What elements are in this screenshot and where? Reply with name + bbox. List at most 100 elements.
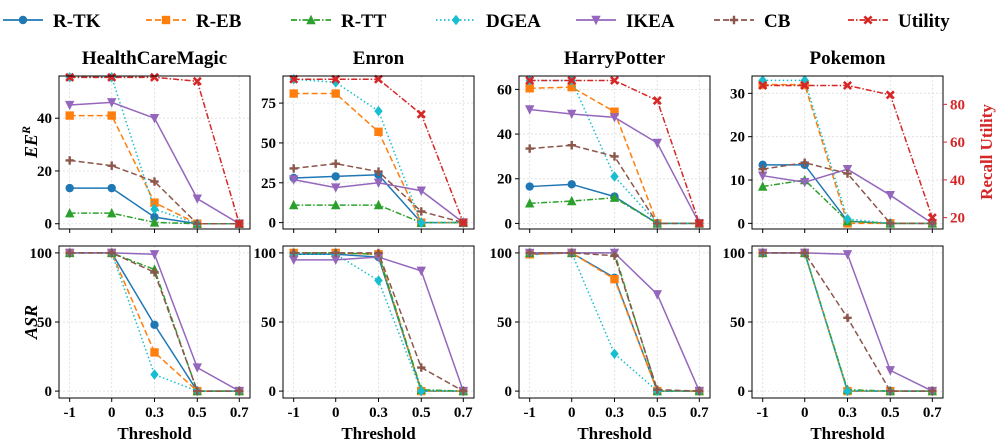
legend-label: IKEA	[626, 11, 675, 32]
data-point	[65, 156, 74, 165]
legend-item-r-eb: R-EB	[146, 11, 242, 32]
axis-labels: EER ASR Recall Utility	[19, 104, 996, 340]
data-point	[416, 186, 426, 196]
legend-item-dgea: DGEA	[436, 11, 541, 32]
data-point	[331, 74, 341, 84]
series-cb	[758, 158, 937, 228]
data-point	[800, 75, 809, 86]
x-tick-label: 0	[568, 405, 576, 421]
data-point	[374, 275, 383, 286]
x-tick-label: 0.3	[369, 405, 388, 421]
y-tick-label: 20	[730, 130, 745, 146]
legend-marker	[306, 14, 316, 25]
subplot-title: Enron	[353, 48, 405, 69]
data-point	[234, 219, 244, 229]
y-axis-label-top: EER	[19, 126, 41, 159]
data-point	[928, 386, 937, 396]
y-tick-label: 0	[505, 384, 513, 400]
data-point	[107, 183, 116, 193]
data-point	[758, 80, 768, 90]
x-tick-label: 0	[332, 405, 340, 421]
y-tick-label: 20	[497, 172, 512, 188]
data-point	[885, 366, 895, 376]
data-point	[331, 199, 341, 210]
data-point	[331, 248, 340, 258]
subplot-title: HealthCareMagic	[82, 48, 227, 69]
y-tick-label: 40	[497, 127, 512, 143]
data-point	[758, 164, 767, 174]
series-cb	[525, 141, 704, 228]
data-point	[843, 385, 852, 397]
data-point	[758, 160, 767, 170]
y-tick-label: 0	[738, 384, 746, 400]
legend-marker	[729, 15, 739, 25]
data-point	[652, 290, 662, 300]
data-point	[64, 207, 75, 218]
series-ikea	[64, 98, 245, 229]
data-point	[928, 219, 937, 228]
y-tick-label: 100	[723, 246, 746, 262]
legend: R-TK R-EB R-TT DGEA IKEA CB Utility	[3, 11, 950, 32]
series-line	[69, 252, 240, 392]
y2-tick-label: 80	[950, 97, 965, 113]
x-tick-label: 0.7	[230, 405, 249, 421]
data-point	[458, 218, 468, 228]
data-point	[373, 178, 384, 188]
data-point	[416, 109, 426, 119]
data-point	[885, 190, 895, 201]
data-point	[757, 171, 768, 181]
data-point	[417, 207, 426, 216]
data-point	[567, 248, 576, 258]
subplot-asr-4: 0 50 100 -1 0 0.3 0.5 0.7 Threshold	[723, 245, 944, 443]
data-point	[524, 198, 535, 208]
subplot-asr-2: 0 50 100 -1 0 0.3 0.5 0.7 Threshold	[254, 245, 475, 443]
y-tick-label: 50	[37, 315, 52, 331]
data-point	[609, 113, 620, 123]
data-point	[927, 213, 937, 223]
data-point	[610, 274, 619, 284]
data-point	[610, 171, 619, 182]
data-point	[843, 169, 852, 178]
subplot-asr-3: 0 50 100 -1 0 0.3 0.5 0.7 Threshold	[490, 245, 711, 443]
legend-label: DGEA	[486, 11, 541, 32]
series-cb	[65, 156, 244, 228]
data-point	[107, 207, 117, 218]
data-point	[843, 313, 852, 323]
data-point	[107, 248, 116, 258]
data-point	[289, 74, 299, 84]
data-point	[524, 105, 535, 115]
y-tick-label: 50	[261, 315, 276, 331]
data-point	[65, 111, 74, 120]
data-point	[800, 158, 809, 167]
data-point	[331, 159, 340, 168]
y-tick-label: 75	[261, 96, 276, 112]
data-point	[193, 386, 202, 396]
data-point	[758, 248, 767, 258]
data-point	[373, 74, 384, 84]
data-point	[288, 199, 299, 210]
y-tick-label: 0	[45, 217, 53, 233]
legend-marker	[451, 14, 461, 26]
y2-tick-label: 20	[950, 211, 965, 227]
data-point	[373, 252, 384, 263]
x-tick-label: 0.3	[145, 405, 164, 421]
data-point	[525, 75, 535, 85]
series-line	[69, 159, 240, 225]
y-tick-label: 50	[261, 136, 276, 152]
x-tick-label: -1	[523, 405, 536, 421]
data-point	[842, 250, 853, 260]
data-point	[331, 183, 341, 193]
x-tick-label: 0.7	[454, 405, 473, 421]
data-point	[758, 75, 767, 86]
series-utility	[758, 80, 937, 223]
series-utility	[65, 72, 244, 229]
data-point	[65, 248, 74, 258]
data-point	[65, 183, 74, 193]
data-point	[610, 348, 619, 359]
data-point	[567, 195, 577, 206]
y-tick-label: 25	[261, 176, 276, 192]
y-tick-label: 0	[45, 384, 53, 400]
data-point	[694, 218, 704, 228]
data-point	[150, 204, 159, 215]
x-tick-label: 0.5	[188, 405, 207, 421]
